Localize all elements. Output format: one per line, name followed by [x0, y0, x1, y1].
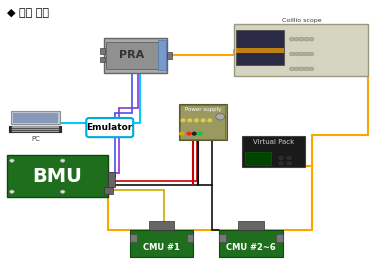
Bar [130, 230, 193, 256]
Bar [104, 38, 167, 73]
Circle shape [304, 37, 309, 41]
Circle shape [187, 132, 191, 135]
Bar [100, 48, 105, 53]
Bar [238, 221, 264, 229]
Bar [236, 48, 285, 52]
Text: PC: PC [31, 136, 40, 142]
Circle shape [309, 52, 314, 56]
Bar [219, 230, 283, 256]
Bar [167, 52, 172, 59]
Text: BMU: BMU [33, 167, 83, 186]
Circle shape [289, 37, 295, 41]
Circle shape [181, 119, 185, 122]
Bar [100, 57, 105, 62]
Text: Emulator: Emulator [87, 123, 133, 132]
Circle shape [309, 67, 314, 71]
Circle shape [287, 162, 291, 165]
Bar [9, 126, 61, 132]
Circle shape [60, 190, 65, 193]
Bar [179, 104, 227, 140]
Circle shape [294, 37, 299, 41]
Bar [108, 172, 115, 187]
Circle shape [10, 190, 14, 193]
Circle shape [299, 52, 304, 56]
Text: PRA: PRA [119, 50, 145, 60]
Circle shape [279, 162, 283, 165]
Bar [11, 111, 60, 124]
Circle shape [304, 52, 309, 56]
Circle shape [188, 119, 192, 122]
Circle shape [279, 156, 283, 160]
Circle shape [192, 132, 196, 135]
Bar [12, 126, 59, 128]
Circle shape [201, 119, 205, 122]
Bar [7, 155, 108, 197]
Bar [245, 152, 271, 165]
Text: ◆ 시험 환경: ◆ 시험 환경 [7, 8, 49, 18]
Bar [234, 24, 368, 76]
Circle shape [299, 67, 304, 71]
Circle shape [180, 132, 183, 135]
FancyBboxPatch shape [86, 118, 133, 137]
Circle shape [10, 159, 14, 162]
Circle shape [60, 159, 65, 162]
Text: CMU #1: CMU #1 [143, 242, 180, 252]
Bar [276, 234, 283, 242]
Circle shape [294, 67, 299, 71]
Bar [187, 234, 193, 242]
Circle shape [195, 119, 198, 122]
Bar [236, 30, 285, 65]
Circle shape [198, 132, 202, 135]
Bar [12, 129, 59, 130]
Circle shape [309, 37, 314, 41]
Circle shape [294, 52, 299, 56]
Text: Coillio scope: Coillio scope [282, 18, 321, 23]
Text: CMU #2~6: CMU #2~6 [226, 242, 276, 252]
Bar [130, 234, 137, 242]
Bar [149, 221, 174, 229]
Circle shape [299, 37, 304, 41]
Circle shape [304, 67, 309, 71]
Bar [104, 187, 113, 194]
Circle shape [216, 113, 225, 120]
Circle shape [287, 156, 291, 160]
Bar [219, 234, 226, 242]
Bar [13, 113, 58, 123]
Bar [242, 136, 305, 167]
Bar [180, 105, 225, 139]
Bar [106, 42, 166, 69]
Text: Virtual Pack: Virtual Pack [253, 139, 294, 145]
Circle shape [208, 119, 212, 122]
Text: Power supply: Power supply [185, 107, 221, 112]
Bar [158, 40, 166, 70]
Circle shape [289, 52, 295, 56]
Circle shape [289, 67, 295, 71]
Bar [12, 131, 59, 132]
